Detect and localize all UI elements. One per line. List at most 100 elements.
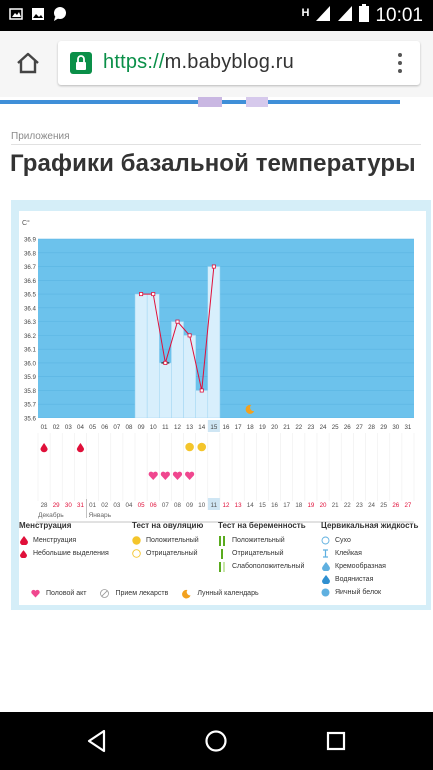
x-tick-label: 05 xyxy=(89,424,96,431)
lock-icon xyxy=(70,52,92,74)
y-tick-label: 35.6 xyxy=(24,416,37,423)
x-tick-label: 10 xyxy=(150,424,157,431)
cycle-date-label: 13 xyxy=(235,502,242,509)
url-text: https://m.babyblog.ru xyxy=(103,51,294,74)
cycle-date-label: 07 xyxy=(162,502,169,509)
x-tick-label: 03 xyxy=(65,424,72,431)
moon-icon xyxy=(182,589,191,598)
back-button[interactable] xyxy=(82,726,112,756)
cycle-date-label: 04 xyxy=(126,502,133,509)
month-label: Январь xyxy=(89,512,112,519)
x-tick-label: 23 xyxy=(307,424,314,431)
data-point xyxy=(151,292,156,297)
legend-item: Отрицательный xyxy=(132,547,203,560)
overflow-menu-button[interactable] xyxy=(388,51,412,75)
highlight-cycle-cell xyxy=(207,498,220,510)
image-icon xyxy=(30,6,46,22)
breadcrumb[interactable]: Приложения xyxy=(11,131,70,142)
sticky-icon xyxy=(321,549,330,558)
cycle-date-label: 03 xyxy=(113,502,120,509)
legend-item: Кремообразная xyxy=(321,560,418,573)
legend-heading: Тест на беременность xyxy=(218,521,306,530)
x-tick-label: 25 xyxy=(332,424,339,431)
browser-toolbar: https://m.babyblog.ru xyxy=(0,31,433,98)
data-point xyxy=(211,264,216,269)
ovulation-positive-mark xyxy=(185,442,194,452)
pill-icon xyxy=(100,589,110,598)
single-bar-icon xyxy=(218,548,227,559)
cycle-date-label: 30 xyxy=(65,502,72,509)
x-tick-label: 19 xyxy=(259,424,266,431)
ovulation-positive-mark xyxy=(197,442,207,452)
cycle-date-label: 19 xyxy=(307,502,314,509)
highlight-day-cell xyxy=(207,420,220,432)
double-bar-icon xyxy=(218,535,227,546)
cycle-date-label: 08 xyxy=(174,502,181,509)
x-tick-label: 29 xyxy=(380,424,387,431)
x-tick-label: 26 xyxy=(344,424,351,431)
legend-item: Прием лекарств xyxy=(100,587,168,600)
y-tick-label: 36.0 xyxy=(24,360,37,367)
divider xyxy=(11,144,421,145)
y-tick-label: 35.9 xyxy=(24,374,37,381)
status-bar: H 10:01 xyxy=(0,0,433,31)
address-bar[interactable]: https://m.babyblog.ru xyxy=(58,41,420,85)
network-type-label: H xyxy=(301,7,310,19)
cycle-date-label: 10 xyxy=(198,502,205,509)
menstruation-drop xyxy=(40,443,48,453)
page-title: Графики базальной температуры xyxy=(10,150,416,177)
cycle-date-label: 18 xyxy=(295,502,302,509)
x-tick-label: 12 xyxy=(174,424,181,431)
x-tick-label: 13 xyxy=(186,424,193,431)
empty-circle-icon xyxy=(132,549,141,558)
x-tick-label: 18 xyxy=(247,424,254,431)
filled-circle-icon xyxy=(132,536,141,545)
blood-drop-icon xyxy=(19,536,28,545)
y-tick-label: 36.6 xyxy=(24,278,37,285)
data-column xyxy=(207,266,221,419)
legend-ovulation: Тест на овуляцию Положительный Отрицател… xyxy=(132,521,203,560)
watery-drop-icon xyxy=(321,575,330,584)
y-tick-label: 36.3 xyxy=(24,319,37,326)
legend-item: Водянистая xyxy=(321,573,418,586)
month-label: Декабрь xyxy=(38,511,64,519)
legend-pregnancy: Тест на беременность Положительный Отриц… xyxy=(218,521,306,573)
bbt-chart: 36.9 36.8 36.7 36.6 36.5 36.4 36.3 36.2 36.1 36.0… xyxy=(22,219,415,523)
home-nav-button[interactable] xyxy=(201,726,231,756)
legend-heading: Тест на овуляцию xyxy=(132,521,204,530)
data-point xyxy=(139,292,144,297)
data-point xyxy=(199,388,204,393)
x-tick-label: 02 xyxy=(53,424,60,431)
home-button[interactable] xyxy=(10,45,46,81)
cycle-date-label: 17 xyxy=(283,502,290,509)
y-tick-label: 36.2 xyxy=(24,333,37,340)
intercourse-heart xyxy=(160,471,170,480)
data-column xyxy=(183,335,196,419)
plot-background xyxy=(38,239,414,418)
y-tick-label: 36.7 xyxy=(24,264,37,271)
intercourse-heart xyxy=(148,471,158,480)
system-navigation-bar xyxy=(0,712,433,770)
cycle-date-label: 15 xyxy=(259,502,266,509)
menstruation-drop xyxy=(76,443,85,453)
x-tick-label: 30 xyxy=(392,424,399,431)
y-tick-label: 36.9 xyxy=(24,237,37,244)
url-scheme: https:// xyxy=(103,51,165,73)
y-tick-label: 36.8 xyxy=(24,250,37,257)
cycle-date-label: 27 xyxy=(404,502,411,509)
recents-button[interactable] xyxy=(321,726,351,756)
legend-item: Отрицательный xyxy=(218,547,306,560)
cycle-date-label: 01 xyxy=(89,502,96,509)
cycle-date-label: 16 xyxy=(271,502,278,509)
cycle-date-label: 09 xyxy=(186,502,193,509)
cycle-date-label: 21 xyxy=(332,502,339,509)
url-host: m.babyblog.ru xyxy=(164,51,294,73)
message-icon xyxy=(52,6,68,22)
legend-item: Слабоположительный xyxy=(218,560,306,573)
cycle-date-label: 22 xyxy=(344,502,351,509)
small-drop-icon xyxy=(19,549,28,558)
moon-icon xyxy=(245,404,255,414)
cycle-date-label: 06 xyxy=(150,502,157,509)
home-circle-icon xyxy=(205,730,227,752)
recents-icon xyxy=(326,731,346,751)
